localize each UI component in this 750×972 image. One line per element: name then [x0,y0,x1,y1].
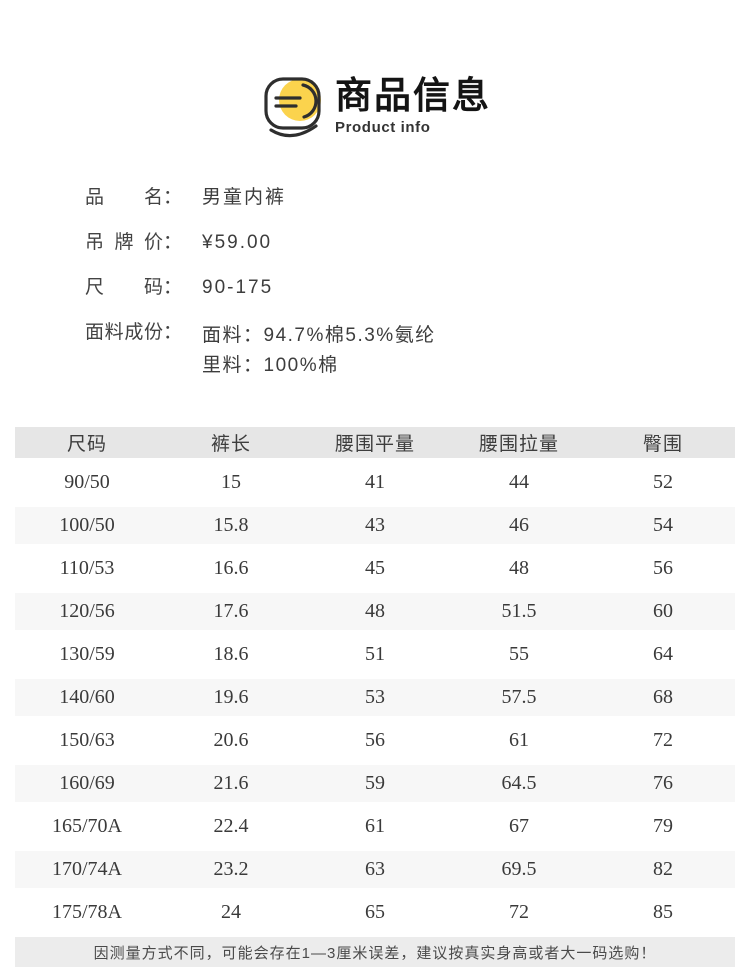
table-cell: 90/50 [64,471,110,493]
detail-label: 吊牌价 [85,232,163,253]
table-cell: 150/63 [59,729,115,751]
detail-label: 面料成份 [85,322,163,343]
detail-colon: ： [163,232,183,253]
table-cell: 16.6 [213,557,249,579]
table-cell: 48 [509,557,529,579]
detail-label: 尺码 [85,277,163,298]
table-row: 130/59 18.6 51 55 64 [15,636,735,673]
table-row: 120/56 17.6 48 51.5 60 [15,593,735,630]
table-cell: 55 [509,643,529,665]
table-cell: 54 [591,507,735,544]
table-cell: 51.5 [447,593,591,630]
product-info-header: 商品信息 Product info [0,74,750,142]
detail-colon: ： [163,187,183,208]
column-header: 腰围拉量 [447,427,591,458]
table-cell: 140/60 [15,679,159,716]
table-cell: 175/78A [52,901,122,923]
table-cell: 68 [591,679,735,716]
table-cell: 46 [447,507,591,544]
column-header: 裤长 [159,427,303,458]
table-cell: 59 [303,765,447,802]
table-cell: 72 [509,901,529,923]
table-cell: 21.6 [159,765,303,802]
size-table-header-row: 尺码 裤长 腰围平量 腰围拉量 臀围 [15,427,735,458]
table-cell: 165/70A [52,815,122,837]
size-chart-table: 尺码 裤长 腰围平量 腰围拉量 臀围 90/50 15 41 44 52 100/50 15.8 43… [15,421,735,937]
table-cell: 22.4 [213,815,249,837]
table-cell: 18.6 [213,643,249,665]
detail-value: 男童内裤 [202,187,287,208]
table-cell: 15.8 [159,507,303,544]
size-table-body: 90/50 15 41 44 52 100/50 15.8 43 46 54 110/53 16.6 4… [15,464,735,931]
table-cell: 51 [365,643,385,665]
table-cell: 130/59 [59,643,115,665]
table-cell: 57.5 [447,679,591,716]
table-cell: 20.6 [213,729,249,751]
product-info-logo-icon [264,77,321,138]
fabric-line-outer: 面料：94.7%棉5.3%氨纶 [202,325,436,346]
table-cell: 67 [509,815,529,837]
product-details: 品名： 男童内裤 吊牌价： ¥59.00 尺码： 90-175 面料成份： 面料… [85,186,750,381]
table-cell: 61 [509,729,529,751]
detail-row-fabric: 面料成份： 面料：94.7%棉5.3%氨纶 里料：100%棉 [85,321,750,381]
table-cell: 79 [653,815,673,837]
table-cell: 23.2 [159,851,303,888]
table-cell: 64 [653,643,673,665]
table-cell: 24 [221,901,241,923]
table-cell: 64.5 [447,765,591,802]
table-cell: 100/50 [15,507,159,544]
table-cell: 15 [221,471,241,493]
detail-label: 品名 [85,187,163,208]
table-cell: 82 [591,851,735,888]
table-cell: 72 [653,729,673,751]
table-cell: 160/69 [15,765,159,802]
table-cell: 17.6 [159,593,303,630]
detail-row-name: 品名： 男童内裤 [85,186,750,210]
table-cell: 85 [653,901,673,923]
table-cell: 48 [303,593,447,630]
column-header: 腰围平量 [303,427,447,458]
table-row: 110/53 16.6 45 48 56 [15,550,735,587]
table-cell: 53 [303,679,447,716]
detail-value: 90-175 [202,277,274,298]
table-row: 170/74A 23.2 63 69.5 82 [15,851,735,888]
table-cell: 43 [303,507,447,544]
measurement-disclaimer: 因测量方式不同，可能会存在1—3厘米误差，建议按真实身高或者大一码选购！ [15,937,735,967]
detail-row-price: 吊牌价： ¥59.00 [85,231,750,255]
detail-colon: ： [163,277,183,298]
table-cell: 170/74A [15,851,159,888]
table-cell: 44 [509,471,529,493]
table-cell: 60 [591,593,735,630]
page-subtitle: Product info [335,119,431,136]
detail-value: 面料：94.7%棉5.3%氨纶 里料：100%棉 [202,321,436,381]
page-title: 商品信息 [335,75,491,116]
table-row: 150/63 20.6 56 61 72 [15,722,735,759]
detail-value: ¥59.00 [202,232,273,253]
detail-colon: ： [163,322,183,343]
table-cell: 45 [365,557,385,579]
table-cell: 56 [365,729,385,751]
table-row: 165/70A 22.4 61 67 79 [15,808,735,845]
table-cell: 19.6 [159,679,303,716]
table-cell: 120/56 [15,593,159,630]
detail-row-size: 尺码： 90-175 [85,276,750,300]
table-row: 100/50 15.8 43 46 54 [15,507,735,544]
table-cell: 76 [591,765,735,802]
table-cell: 61 [365,815,385,837]
table-cell: 65 [365,901,385,923]
table-row: 160/69 21.6 59 64.5 76 [15,765,735,802]
table-cell: 110/53 [59,557,115,579]
table-cell: 52 [653,471,673,493]
table-row: 140/60 19.6 53 57.5 68 [15,679,735,716]
fabric-line-lining: 里料：100%棉 [202,355,339,376]
column-header: 臀围 [591,427,735,458]
column-header: 尺码 [15,427,159,458]
table-cell: 69.5 [447,851,591,888]
table-cell: 63 [303,851,447,888]
table-row: 90/50 15 41 44 52 [15,464,735,501]
table-cell: 56 [653,557,673,579]
table-cell: 41 [365,471,385,493]
table-row: 175/78A 24 65 72 85 [15,894,735,931]
